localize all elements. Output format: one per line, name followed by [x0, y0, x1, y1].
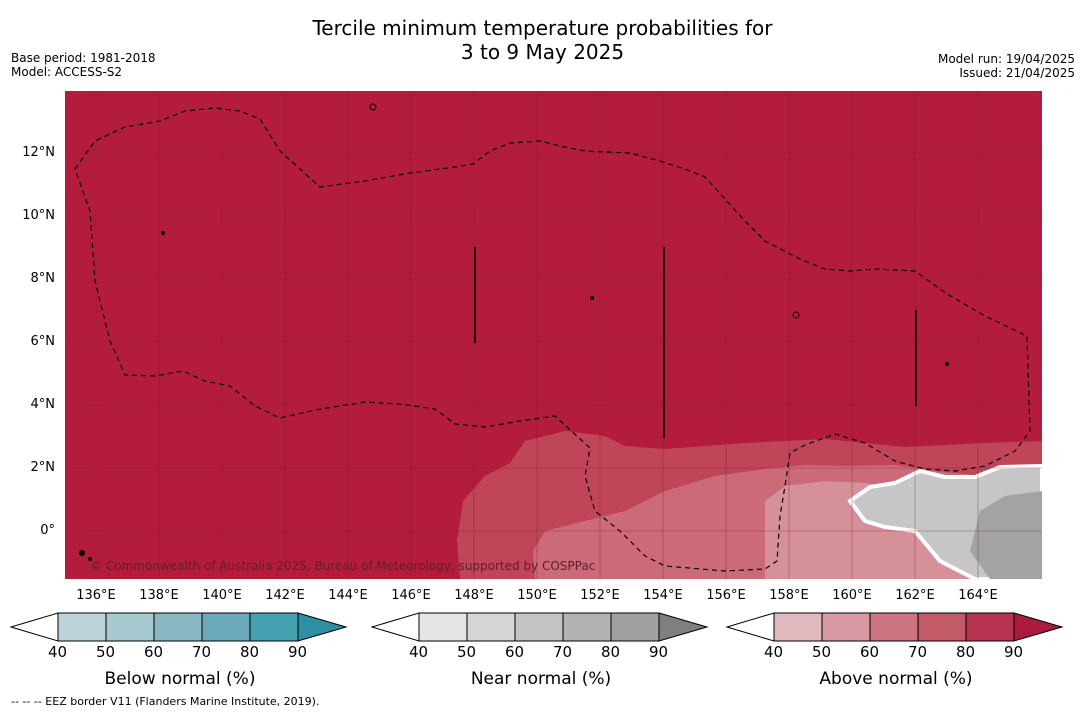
- colorbar-tick-label: 50: [457, 643, 477, 661]
- colorbar-tick-label: 40: [764, 643, 784, 661]
- base-period: Base period: 1981-2018: [11, 51, 156, 65]
- colorbar-tick-label: 80: [240, 643, 260, 661]
- colorbar-max-triangle: [297, 612, 348, 642]
- colorbar-tick-label: 50: [812, 643, 832, 661]
- lon-label: 148°E: [454, 588, 494, 603]
- colorbar-tick-label: 80: [601, 643, 621, 661]
- below-normal-ticks: 40 50 60 70 80 90: [10, 643, 350, 663]
- island-features: [474, 247, 917, 438]
- above-normal-title: Above normal (%): [819, 669, 973, 689]
- near-normal-title: Near normal (%): [470, 669, 612, 689]
- colorbar-tick-label: 60: [860, 643, 880, 661]
- colorbar-segment: [57, 612, 107, 642]
- lon-label: 160°E: [832, 588, 872, 603]
- lon-label: 142°E: [265, 588, 305, 603]
- colorbar-tick-label: 40: [409, 643, 429, 661]
- title-line-1: Tercile minimum temperature probabilitie…: [312, 16, 773, 40]
- lon-label: 140°E: [202, 588, 242, 603]
- colorbar-segment: [917, 612, 967, 642]
- lat-label: 0°: [40, 523, 55, 538]
- lon-label: 156°E: [706, 588, 746, 603]
- lon-label: 146°E: [391, 588, 431, 603]
- colorbar-max-triangle: [658, 612, 709, 642]
- colorbar-max-triangle: [1013, 612, 1064, 642]
- lat-label: 2°N: [30, 460, 56, 475]
- map-svg: [65, 91, 1042, 579]
- issued-date: Issued: 21/04/2025: [959, 66, 1075, 80]
- colorbar-min-triangle: [371, 612, 420, 642]
- below-normal-colorbar: [10, 612, 348, 642]
- graticule: [65, 91, 1042, 579]
- colorbar-tick-label: 70: [908, 643, 928, 661]
- near-normal-ticks: 40 50 60 70 80 90: [371, 643, 711, 663]
- lat-label: 10°N: [22, 208, 55, 223]
- lon-label: 144°E: [328, 588, 368, 603]
- colorbar-tick-label: 40: [48, 643, 68, 661]
- model-run: Model run: 19/04/2025: [937, 52, 1075, 66]
- lat-label: 12°N: [22, 145, 55, 160]
- colorbar-segment: [610, 612, 660, 642]
- colorbar-tick-label: 70: [192, 643, 212, 661]
- colorbar-segment: [869, 612, 919, 642]
- copyright-notice: © Commonwealth of Australia 2025, Bureau…: [90, 559, 596, 573]
- lat-label: 8°N: [30, 271, 56, 286]
- lon-label: 164°E: [958, 588, 998, 603]
- colorbar-tick-label: 50: [96, 643, 116, 661]
- colorbar-tick-label: 70: [553, 643, 573, 661]
- near-normal-high-region: [970, 491, 1042, 579]
- model-name: Model: ACCESS-S2: [11, 65, 123, 79]
- lon-label: 154°E: [643, 588, 683, 603]
- colorbar-segment: [965, 612, 1015, 642]
- lat-label: 6°N: [30, 334, 56, 349]
- colorbar-segment: [201, 612, 251, 642]
- lon-label: 138°E: [139, 588, 179, 603]
- colorbar-segment: [418, 612, 468, 642]
- lon-label: 162°E: [895, 588, 935, 603]
- colorbar-tick-label: 60: [505, 643, 525, 661]
- title-line-2: 3 to 9 May 2025: [460, 40, 625, 64]
- island-dots: [79, 103, 949, 561]
- colorbar-tick-label: 90: [1004, 643, 1024, 661]
- colorbar-min-triangle: [10, 612, 59, 642]
- colorbar-segment: [773, 612, 823, 642]
- colorbar-segment: [249, 612, 299, 642]
- colorbar-tick-label: 90: [649, 643, 669, 661]
- above-normal-colorbar: [726, 612, 1064, 642]
- colorbar-tick-label: 80: [956, 643, 976, 661]
- map-panel: [65, 91, 1042, 579]
- colorbar-segment: [466, 612, 516, 642]
- lon-label: 136°E: [76, 588, 116, 603]
- colorbar-segment: [821, 612, 871, 642]
- lat-label: 4°N: [30, 397, 56, 412]
- below-normal-title: Below normal (%): [104, 669, 256, 689]
- colorbar-tick-label: 90: [288, 643, 308, 661]
- colorbar-segment: [514, 612, 564, 642]
- colorbar-tick-label: 60: [144, 643, 164, 661]
- colorbar-min-triangle: [726, 612, 775, 642]
- colorbar-segment: [562, 612, 612, 642]
- colorbar-segment: [153, 612, 203, 642]
- colorbar-segment: [105, 612, 155, 642]
- lon-label: 158°E: [769, 588, 809, 603]
- eez-footnote: -- -- -- EEZ border V11 (Flanders Marine…: [11, 695, 320, 708]
- lon-label: 152°E: [580, 588, 620, 603]
- near-normal-colorbar: [371, 612, 709, 642]
- lon-label: 150°E: [517, 588, 557, 603]
- above-normal-ticks: 40 50 60 70 80 90: [726, 643, 1066, 663]
